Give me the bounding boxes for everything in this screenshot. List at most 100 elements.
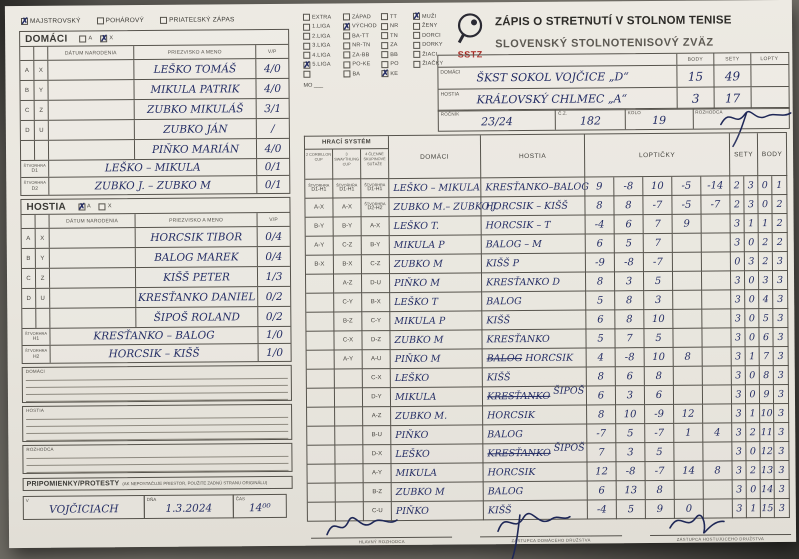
checked-checkbox [343,22,351,30]
team-name: KRÁĽOVSKÝ CHLMEC „A“ [476,92,628,107]
checkbox [303,23,311,31]
ball-score: 3 [614,272,645,292]
player-vp: 4/0 [264,82,282,95]
checkbox [413,50,421,58]
birth-cell [48,100,135,120]
body-score: 3 [774,403,790,424]
signature-block: ZÁSTUPCA DOMÁCEHO DRUŽSTVA [480,512,622,559]
checkbox-label: A [88,35,93,42]
body-score: 3 [774,479,790,500]
ball-score: 6 [614,215,644,235]
match-hostia-player: BALOG [482,291,587,312]
set-score: 0 [744,271,760,291]
ball-score: -5 [672,176,702,196]
birth-cell [49,268,137,288]
checkbox-item: VÝCHOD [343,22,381,30]
checkbox-item: X [100,34,113,42]
checkbox-item: MUŽI [412,12,453,20]
ruled-line [26,463,289,473]
body-score: 2 [772,232,788,253]
pairing-code: A-Z [363,407,392,427]
match-table-header: HRACÍ SYSTÉM 2 CORBILLON CUP 3 SWAYTHLING … [304,132,788,180]
set-score: 3 [744,195,759,215]
player-vp: / [271,122,275,135]
ball-score: -7 [645,461,675,482]
pairing-code: A-Y [305,236,334,256]
checkbox [343,60,351,68]
player-vp: 1/3 [265,270,283,283]
checkbox [413,22,421,30]
set-score: 0 [745,309,760,329]
checkbox-item: POHÁROVÝ [96,17,144,25]
roster-row: C Z KIŠŠ PETER 1/3 [21,266,291,289]
doubles-row: ŠTVORHRA H2 HORCSIK – KIŠŠ 1/0 [22,344,291,363]
signature-scribble [326,517,398,536]
set-score: 3 [731,309,746,329]
set-score: 0 [746,480,761,500]
pairing-code [307,483,336,503]
match-hostia-player: KRESŤANKO [482,329,587,350]
checkbox-label: PRIATEĽSKÝ ZÁPAS [169,16,235,24]
doubles-row: ŠTVORHRA D1 LEŠKO – MIKULA 0/1 [21,158,290,178]
body-score: 2 [758,233,773,253]
body-score: 3 [774,441,790,462]
checkbox [381,41,389,49]
match-number-cell-value: 182 [579,114,601,128]
checkbox-item: BA [343,70,381,78]
pairing-code [307,407,336,427]
ball-score: 10 [644,347,674,368]
pairing-code [307,445,336,465]
ball-score: -14 [701,176,731,196]
checkbox-item: NR [381,22,413,30]
ball-score: 5 [645,442,675,463]
ball-score [673,309,703,329]
ball-score: 8 [673,347,703,367]
birth-cell [49,228,136,248]
checkbox-item: ZA-BB [343,51,381,59]
ball-score [672,252,702,272]
col-sety: SETY [729,133,759,177]
ball-score: 6 [587,481,617,501]
pairing-code [306,388,336,408]
remarks-note: (AK NEPOSTAČUJE PRIESTOR, POUŽITE ZADNÚ … [122,480,268,487]
player-name: HORCSIK TIBOR [135,227,258,248]
referee-cell: ROZHODCA [693,108,792,148]
body-score: 3 [774,460,790,481]
a-x-checkboxes: AX [78,202,112,211]
ball-score: 3 [615,386,646,406]
match-hostia-player: KRESŤANKO–BALOG [481,177,589,198]
notes-box: HOSTIA [22,403,293,442]
player-name: PIŇKO MARIÁN [134,139,258,160]
match-domaci-player: LEŠKO [390,368,483,389]
doubles-vp: 0/1 [264,160,282,174]
checkbox [381,32,389,40]
ball-score: 5 [586,329,616,349]
pairing-code: C-X [334,331,363,351]
rocnik-cell: ROČNÍK 23/24 [438,109,557,131]
struck-name: KRESŤANKO [486,390,551,402]
checkbox-item: 1.LIGA [303,23,343,31]
checkbox [160,16,168,24]
pairing-code [307,464,336,484]
ball-score: 4 [703,423,733,443]
ball-score: 5 [643,271,674,292]
checkbox-item: TT [380,13,413,21]
league-checkbox-grid: EXTRA 1.LIGA 2.LIGA 3.LIGA 4.LIGA 5.LIGA MO __… [302,12,454,89]
team-label: DOMÁCI [440,69,461,76]
ball-score: 10 [644,309,674,330]
checkbox-label: ZÁPAD [351,13,371,20]
pairing-code: C-Y [362,312,391,332]
ball-score [702,290,732,310]
match-hostia-player: KIŠŠ P [481,253,586,274]
checkbox-label: DORCI [422,32,441,39]
ball-score: 8 [586,367,616,387]
checkbox-label: A [87,203,91,210]
pairing-code: D-Z [362,331,391,351]
ball-score: 13 [616,481,646,501]
set-score: 0 [745,290,760,310]
body-score: 3 [773,308,789,329]
match-domaci-player: LEŠKO T [390,292,483,313]
checkbox-item: DORKY [413,41,453,49]
date-cell: DŇA 1.3.2024 [143,494,234,520]
pairing-code: C-X [362,369,391,389]
